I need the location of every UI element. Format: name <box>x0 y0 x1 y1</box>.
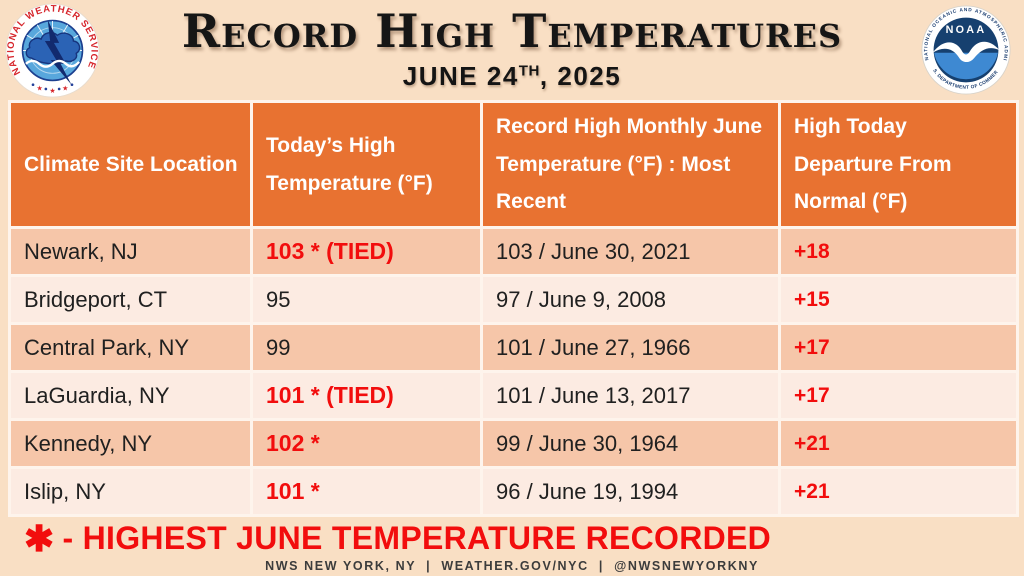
cell-location: LaGuardia, NY <box>8 370 253 421</box>
cell-today-high: 95 <box>250 274 483 325</box>
date-prefix: JUNE 24 <box>402 61 519 91</box>
date-line: JUNE 24TH, 2025 <box>0 61 1024 92</box>
cell-departure: +17 <box>778 322 1019 373</box>
seagull-icon <box>932 41 1000 63</box>
asterisk-icon: ✱ <box>24 518 55 559</box>
cell-record: 96 / June 19, 1994 <box>480 466 781 517</box>
footnote-text: - HIGHEST JUNE TEMPERATURE RECORDED <box>62 520 772 556</box>
cell-location: Newark, NJ <box>8 226 253 277</box>
cell-today-high: 103 * (TIED) <box>250 226 483 277</box>
footnote: ✱ - HIGHEST JUNE TEMPERATURE RECORDED <box>24 516 772 559</box>
cell-location: Central Park, NY <box>8 322 253 373</box>
page-title: Record High Temperatures <box>181 4 843 58</box>
column-header-4: High Today Departure From Normal (°F) <box>778 100 1019 229</box>
cell-departure: +17 <box>778 370 1019 421</box>
cell-record: 99 / June 30, 1964 <box>480 418 781 469</box>
lightning-bolt-icon <box>44 20 72 85</box>
cell-location: Islip, NY <box>8 466 253 517</box>
column-header-3: Record High Monthly June Temperature (°F… <box>480 100 781 229</box>
cell-today-high: 99 <box>250 322 483 373</box>
star-icon: ★ <box>49 87 55 95</box>
table-row: Newark, NJ 103 * (TIED) 103 / June 30, 202… <box>8 226 1019 277</box>
table-header-row: Climate Site Location Today’s High Temper… <box>8 100 1019 229</box>
credit-line: NWS NEW YORK, NY | WEATHER.GOV/NYC | @NW… <box>265 559 759 573</box>
star-icon: ★ <box>62 84 68 92</box>
table-row: Kennedy, NY 102 * 99 / June 30, 1964 +21 <box>8 418 1019 469</box>
cell-location: Kennedy, NY <box>8 418 253 469</box>
nws-logo: NATIONAL WEATHER SERVICE ★ ★ ★ <box>5 3 100 98</box>
table-row: LaGuardia, NY 101 * (TIED) 101 / June 13, … <box>8 370 1019 421</box>
cell-record: 101 / June 13, 2017 <box>480 370 781 421</box>
date-ordinal: TH <box>518 62 540 80</box>
cell-today-high: 101 * <box>250 466 483 517</box>
star-icon: ★ <box>36 84 42 92</box>
cell-record: 103 / June 30, 2021 <box>480 226 781 277</box>
table-row: Central Park, NY 99 101 / June 27, 1966 +17 <box>8 322 1019 373</box>
cell-today-high: 102 * <box>250 418 483 469</box>
cell-location: Bridgeport, CT <box>8 274 253 325</box>
cell-departure: +21 <box>778 418 1019 469</box>
wave-icon <box>25 59 80 68</box>
table-row: Islip, NY 101 * 96 / June 19, 1994 +21 <box>8 466 1019 517</box>
cell-departure: +15 <box>778 274 1019 325</box>
column-header-2: Today’s High Temperature (°F) <box>250 100 483 229</box>
cell-today-high: 101 * (TIED) <box>250 370 483 421</box>
cell-departure: +21 <box>778 466 1019 517</box>
column-header-1: Climate Site Location <box>8 100 253 229</box>
table-body: Newark, NJ 103 * (TIED) 103 / June 30, 202… <box>8 226 1019 517</box>
table-row: Bridgeport, CT 95 97 / June 9, 2008 +15 <box>8 274 1019 325</box>
noaa-logo: NATIONAL OCEANIC AND ATMOSPHERIC ADMINIS… <box>921 5 1011 95</box>
date-suffix: , 2025 <box>539 61 622 91</box>
noaa-label: NOAA <box>946 24 987 36</box>
records-table: Climate Site Location Today’s High Temper… <box>8 100 1019 517</box>
cell-record: 97 / June 9, 2008 <box>480 274 781 325</box>
cell-departure: +18 <box>778 226 1019 277</box>
cell-record: 101 / June 27, 1966 <box>480 322 781 373</box>
